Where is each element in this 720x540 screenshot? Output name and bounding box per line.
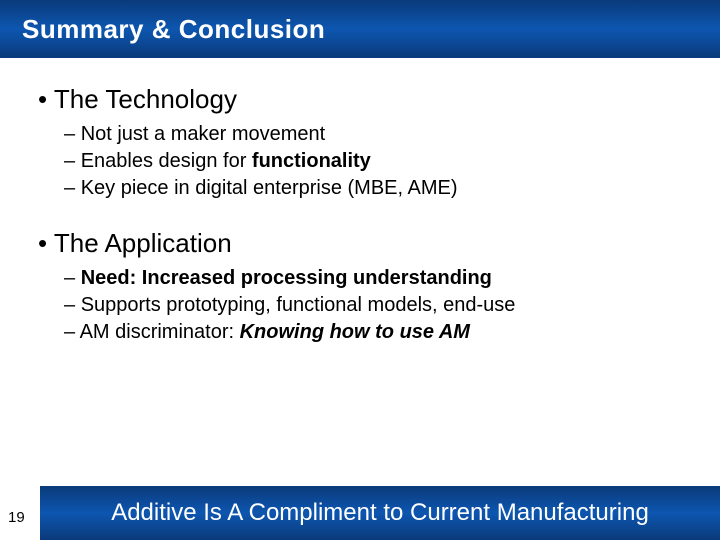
footer-text: Additive Is A Compliment to Current Manu… <box>111 499 649 527</box>
bullet-text: The Application <box>54 228 232 258</box>
title-bar: Summary & Conclusion <box>0 0 720 58</box>
sub-text: Key piece in digital enterprise (MBE, AM… <box>81 177 458 199</box>
bullet-level2: – Not just a maker movement <box>64 121 690 148</box>
bullet-text: The Technology <box>54 84 237 114</box>
bullet-level1: • The Application <box>38 228 690 259</box>
dash-marker: – <box>64 265 75 292</box>
sub-text: Enables design for <box>81 150 252 172</box>
sub-text-bold: Need: Increased processing understanding <box>81 267 492 289</box>
page-number: 19 <box>8 509 25 526</box>
footer-bar: Additive Is A Compliment to Current Manu… <box>40 486 720 540</box>
bullet-level2: – AM discriminator: Knowing how to use A… <box>64 319 690 346</box>
bullet-level2: – Supports prototyping, functional model… <box>64 292 690 319</box>
slide-body: • The Technology – Not just a maker move… <box>0 58 720 346</box>
sub-text-bold: functionality <box>252 150 371 172</box>
sub-text: Supports prototyping, functional models,… <box>81 294 516 316</box>
bullet-level2: – Enables design for functionality <box>64 148 690 175</box>
dash-marker: – <box>64 175 75 202</box>
slide-title: Summary & Conclusion <box>22 14 325 45</box>
sub-text-bolditalic: Knowing how to use AM <box>240 321 470 343</box>
dash-marker: – <box>64 319 75 346</box>
bullet-level2: – Need: Increased processing understandi… <box>64 265 690 292</box>
dash-marker: – <box>64 148 75 175</box>
bullet-level1: • The Technology <box>38 84 690 115</box>
bullet-marker: • <box>38 84 47 114</box>
bullet-level2: – Key piece in digital enterprise (MBE, … <box>64 175 690 202</box>
bullet-marker: • <box>38 228 47 258</box>
sub-text: AM discriminator: <box>80 321 240 343</box>
dash-marker: – <box>64 292 75 319</box>
sub-text: Not just a maker movement <box>81 123 326 145</box>
dash-marker: – <box>64 121 75 148</box>
